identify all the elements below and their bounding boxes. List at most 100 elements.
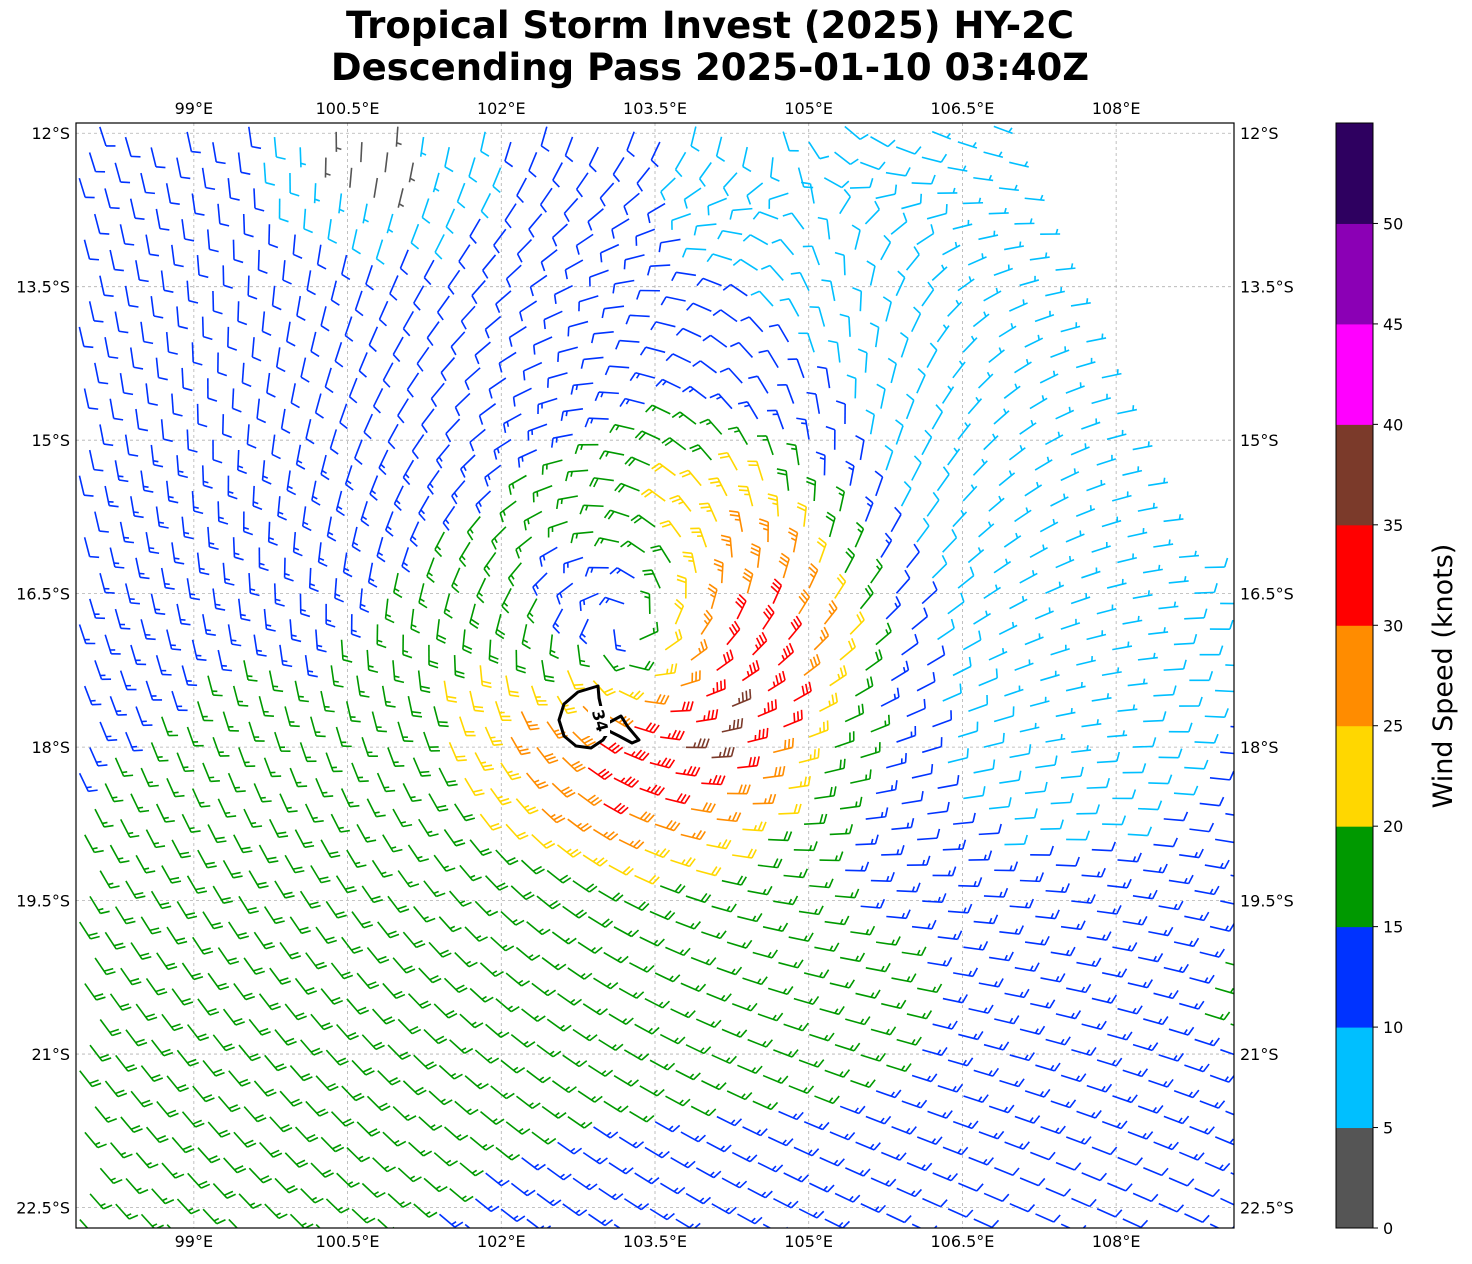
wind-barb-feather (265, 181, 276, 186)
wind-barb-staff (155, 208, 161, 229)
wind-barb (443, 829, 466, 847)
wind-barb-feather (321, 1169, 332, 1176)
wind-barb-feather (336, 1057, 347, 1063)
wind-barb-feather (84, 494, 94, 497)
wind-barb-staff (843, 255, 846, 276)
wind-barb-feather (224, 582, 235, 586)
wind-barb-feather (138, 428, 149, 432)
wind-barb-staff (186, 429, 190, 450)
wind-barb-half-feather (510, 574, 515, 580)
wind-barb-feather (430, 398, 438, 408)
wind-barb (258, 993, 281, 1011)
wind-barb-half-feather (352, 541, 359, 546)
wind-barb-half-feather (1044, 252, 1048, 258)
wind-barb (233, 1131, 257, 1148)
wind-barb-feather (378, 467, 387, 476)
wind-barb-staff (589, 269, 609, 278)
wind-barb-half-feather (112, 796, 118, 799)
wind-barb-feather (478, 415, 484, 425)
wind-barb-feather (738, 489, 749, 492)
wind-barb (314, 393, 324, 419)
wind-barb-feather (623, 205, 629, 216)
wind-barb-feather (869, 769, 872, 779)
wind-barb (341, 254, 351, 281)
wind-barb-half-feather (234, 786, 241, 789)
wind-barb-feather (109, 504, 119, 508)
wind-barb-feather (455, 755, 466, 758)
wind-barb-feather (292, 866, 303, 870)
wind-barb-feather (158, 759, 169, 762)
wind-barb (354, 290, 364, 317)
wind-barb-feather (114, 566, 125, 569)
wind-barb-feather (413, 302, 421, 311)
wind-barb-half-feather (228, 490, 234, 494)
wind-barb (156, 952, 178, 971)
wind-barb-half-feather (377, 639, 383, 643)
wind-barb-feather (698, 502, 709, 505)
wind-barb-feather (306, 1133, 316, 1140)
wind-barb-feather (528, 228, 535, 238)
wind-barb (551, 223, 568, 247)
wind-barb (325, 1049, 349, 1066)
wind-barb-feather (148, 402, 158, 406)
wind-barb (125, 731, 143, 752)
wind-barb-half-feather (360, 603, 366, 608)
wind-barb-feather (232, 407, 242, 413)
wind-barb-feather (96, 996, 106, 1001)
wind-barb-feather (213, 694, 223, 697)
wind-barb-feather (612, 173, 621, 183)
wind-barb (78, 177, 95, 199)
wind-barb-feather (793, 712, 796, 723)
wind-barb (115, 1203, 139, 1220)
wind-barb-feather (646, 266, 652, 276)
wind-barb-feather (436, 311, 444, 321)
wind-barb (196, 403, 208, 428)
wind-barb (432, 172, 440, 193)
wind-barb (378, 300, 389, 327)
wind-barb (363, 413, 374, 440)
wind-barb-feather (130, 602, 140, 605)
wind-barb-feather (233, 875, 243, 879)
wind-barb-half-feather (374, 811, 380, 814)
wind-barb-feather (386, 704, 396, 708)
wind-barb (584, 417, 609, 428)
wind-barb-half-feather (433, 890, 439, 895)
wind-barb-feather (526, 615, 535, 624)
wind-barb-feather (99, 530, 109, 533)
wind-barb (483, 552, 497, 577)
wind-barb-feather (113, 799, 124, 803)
wind-barb (495, 290, 512, 314)
wind-barb-feather (123, 774, 134, 777)
wind-barb-feather (504, 160, 514, 168)
wind-barb (482, 254, 497, 279)
wind-barb-feather (216, 161, 226, 165)
wind-barb-staff (349, 167, 353, 188)
wind-barb-staff (266, 372, 271, 393)
wind-barb (160, 419, 173, 443)
wind-barb (289, 619, 302, 643)
wind-barb (274, 1177, 298, 1194)
wind-barb-feather (523, 520, 527, 531)
wind-barb-half-feather (361, 515, 368, 521)
wind-barb-staff (563, 197, 579, 214)
wind-barb (228, 921, 249, 940)
wind-barb-feather (367, 981, 377, 987)
wind-barb-feather (341, 273, 351, 281)
wind-barb-staff (389, 275, 399, 295)
wind-barb-half-feather (284, 572, 290, 577)
wind-barb (515, 649, 526, 674)
wind-barb-feather (368, 669, 379, 674)
wind-barb-feather (167, 965, 178, 971)
wind-barb-half-feather (301, 1222, 307, 1227)
wind-barb-half-feather (652, 627, 655, 634)
wind-barb (140, 767, 159, 788)
wind-barb-feather (135, 217, 145, 220)
wind-barb-feather (418, 512, 426, 522)
wind-barb (227, 475, 238, 500)
wind-barb-feather (359, 607, 370, 613)
wind-barb-half-feather (346, 479, 352, 485)
wind-barb (268, 224, 279, 249)
wind-barb (232, 239, 244, 264)
wind-barb-feather (218, 520, 229, 525)
wind-barb-half-feather (174, 557, 180, 560)
